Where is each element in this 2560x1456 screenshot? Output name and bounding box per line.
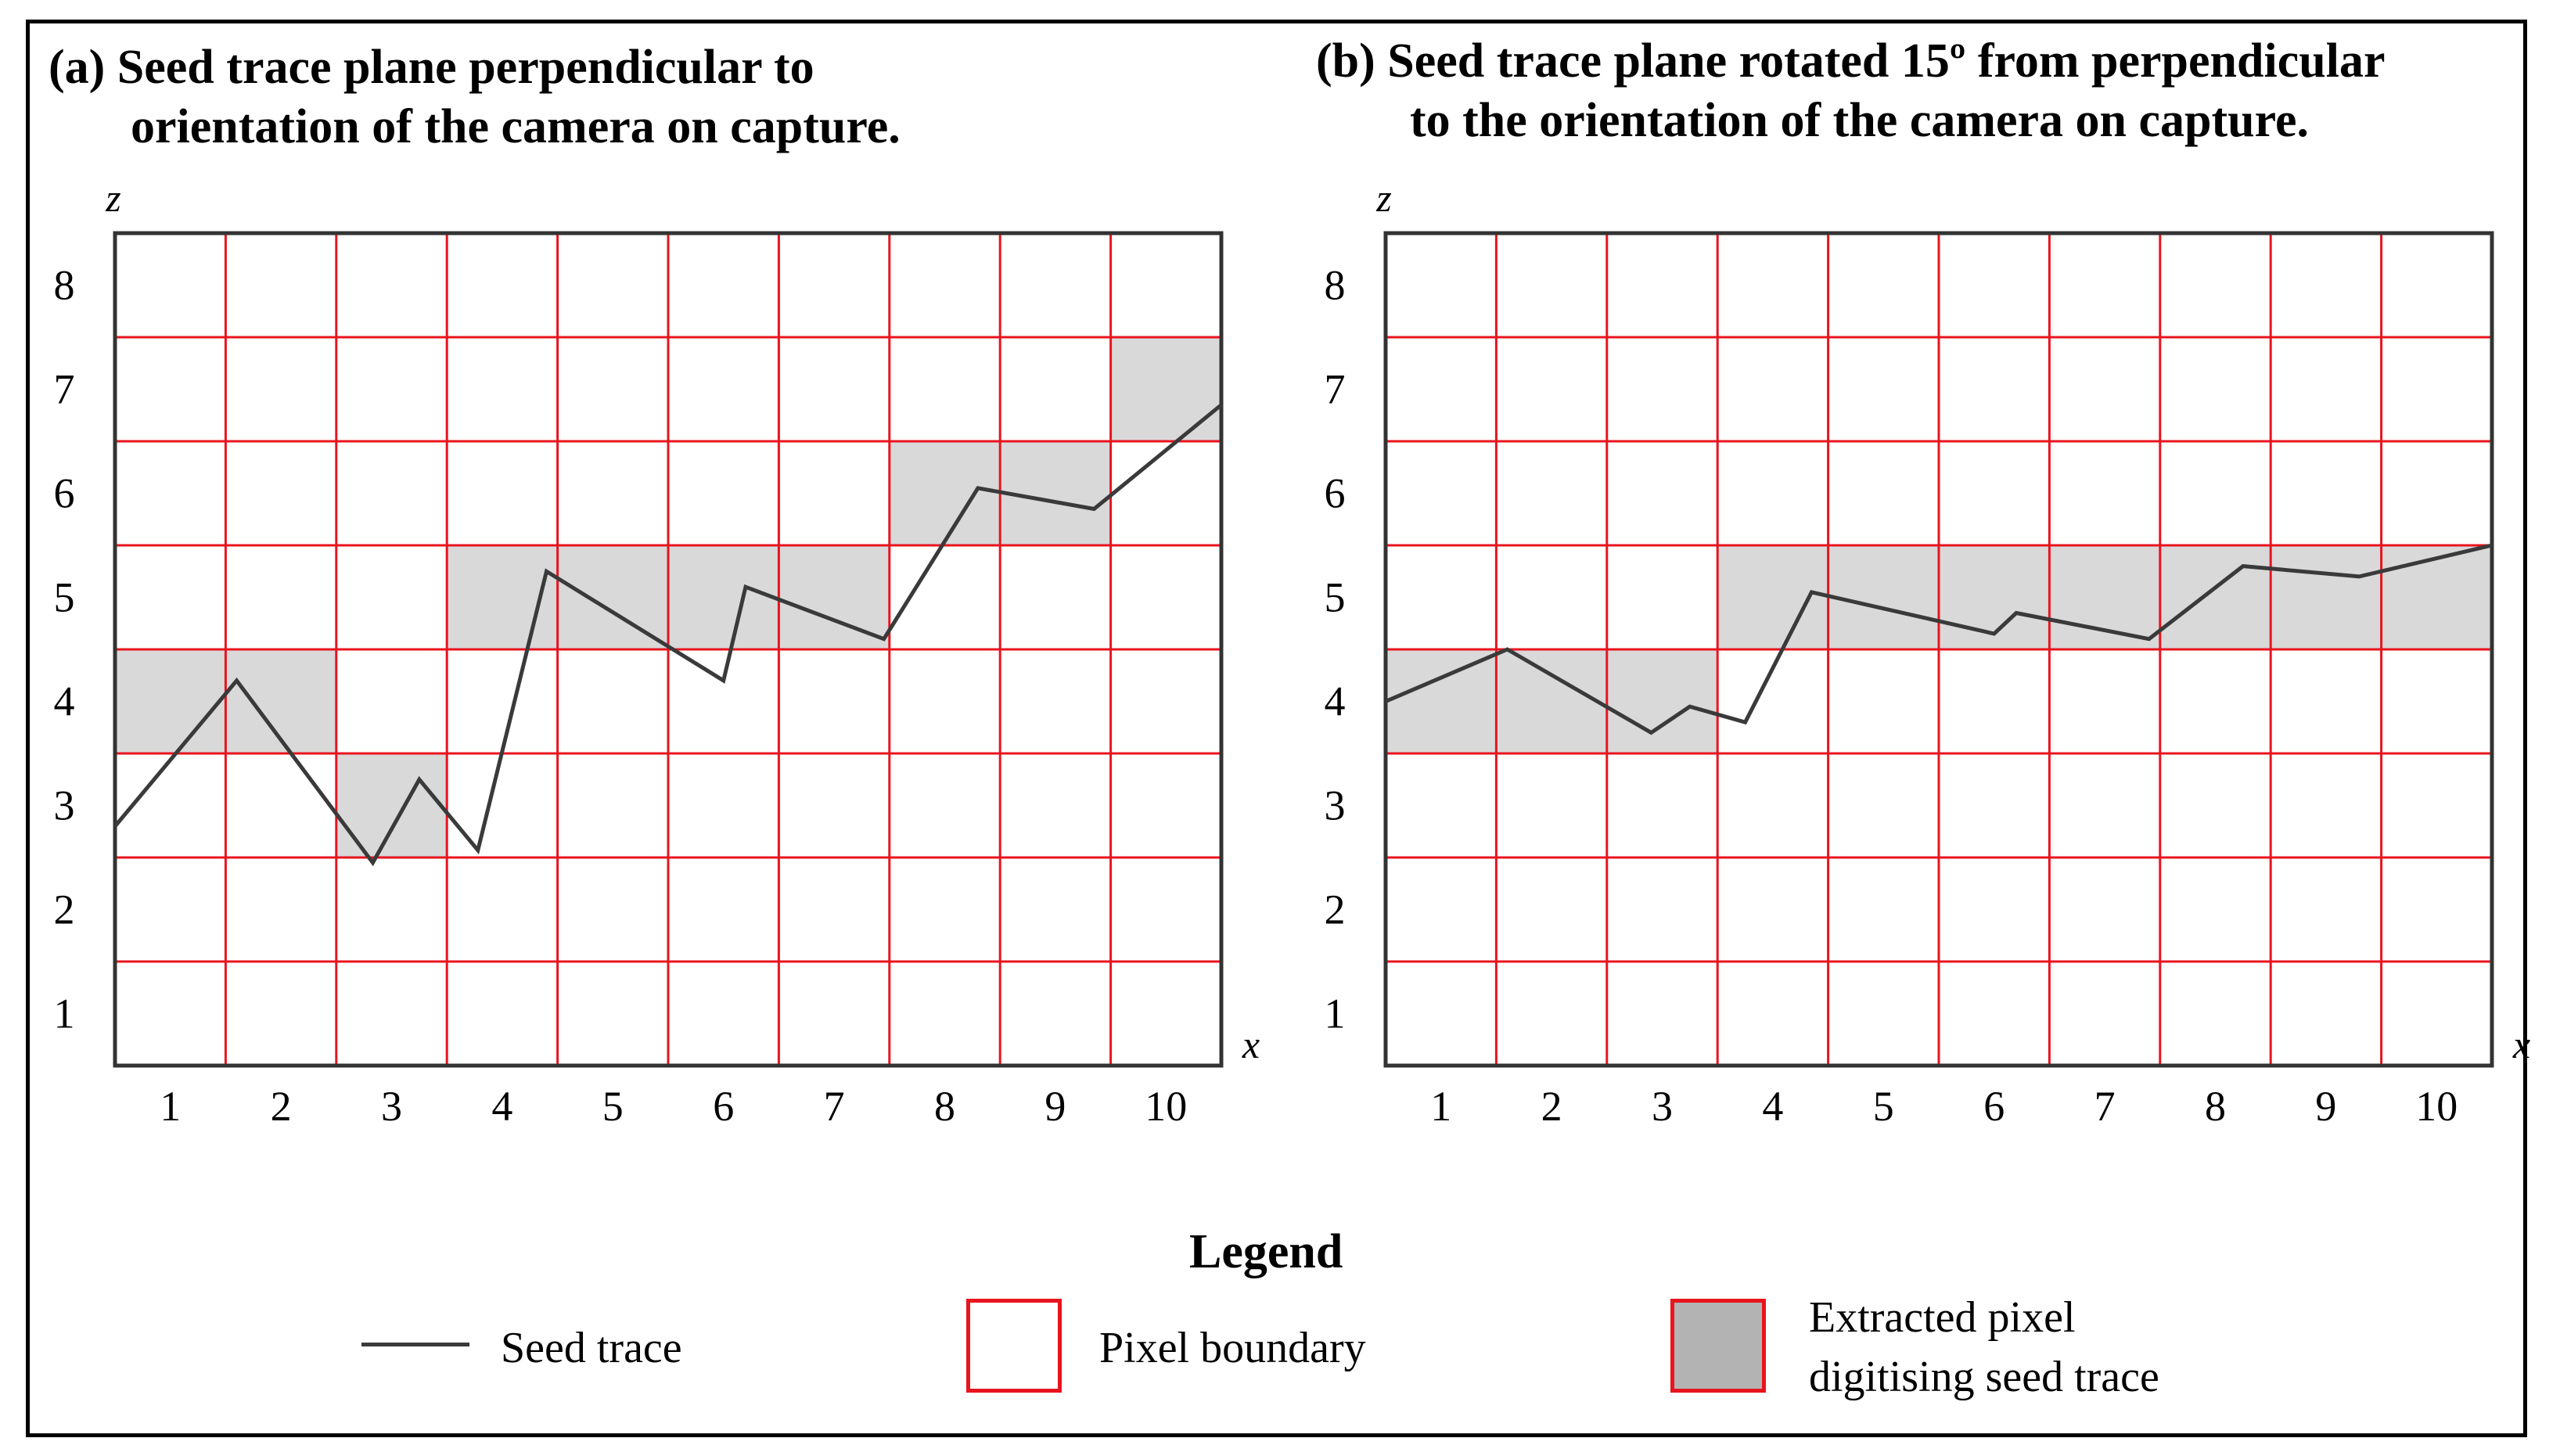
panel-a-title: (a) Seed trace plane perpendicular to or… xyxy=(49,38,901,156)
panel-b-title-line2: to the orientation of the camera on capt… xyxy=(1410,94,2310,147)
extracted-pixel xyxy=(1110,337,1221,441)
seed-trace-line xyxy=(1385,543,2493,735)
extracted-pixel xyxy=(668,545,779,649)
x-tick-label: 7 xyxy=(824,1083,845,1130)
extracted-pixel xyxy=(2381,545,2492,649)
legend-extracted-line2: digitising seed trace xyxy=(1809,1353,2159,1401)
x-tick-label: 4 xyxy=(491,1083,512,1130)
legend-seed-trace-swatch xyxy=(361,1343,469,1346)
z-tick-label: 3 xyxy=(54,782,75,829)
extracted-pixel xyxy=(889,441,1001,545)
extracted-pixel xyxy=(2159,545,2271,649)
x-tick-label: 1 xyxy=(160,1083,181,1130)
x-tick-label: 9 xyxy=(1044,1083,1066,1130)
panel-b-title: (b) Seed trace plane rotated 15º from pe… xyxy=(1316,31,2385,150)
z-tick-label: 8 xyxy=(54,262,75,309)
legend-pixel-boundary-swatch xyxy=(966,1299,1062,1393)
z-tick-label: 2 xyxy=(54,886,75,933)
x-tick-label: 9 xyxy=(2315,1083,2336,1130)
x-tick-label: 8 xyxy=(934,1083,955,1130)
extracted-pixel xyxy=(225,649,336,753)
figure-frame xyxy=(26,20,2527,1437)
extracted-pixel xyxy=(2049,545,2160,649)
z-tick-label: 4 xyxy=(1325,678,1346,725)
extracted-pixel xyxy=(1828,545,1939,649)
x-tick-label: 2 xyxy=(271,1083,292,1130)
plot-panel-b: 1 2 3 4 5 6 7 8 9 10 1 2 3 4 5 6 7 8 x z xyxy=(1325,176,2531,1130)
legend-extracted-line1: Extracted pixel xyxy=(1809,1293,2076,1342)
extracted-pixel xyxy=(1496,649,1607,753)
panel-a-title-line1: (a) Seed trace plane perpendicular to xyxy=(49,41,814,94)
legend-title: Legend xyxy=(1189,1225,1343,1278)
x-tick-label: 5 xyxy=(1873,1083,1894,1130)
x-tick-label: 3 xyxy=(1652,1083,1673,1130)
z-tick-label: 7 xyxy=(54,366,75,413)
panel-b-title-line1: (b) Seed trace plane rotated 15º from pe… xyxy=(1316,34,2386,88)
extracted-pixel xyxy=(1000,441,1111,545)
x-tick-label: 6 xyxy=(713,1083,734,1130)
legend-seed-trace-label: Seed trace xyxy=(501,1324,682,1372)
extracted-pixel xyxy=(115,649,226,753)
z-tick-label: 6 xyxy=(1325,470,1346,517)
x-axis-label: x xyxy=(2512,1023,2530,1066)
x-tick-label: 2 xyxy=(1541,1083,1562,1130)
z-tick-label: 3 xyxy=(1325,782,1346,829)
z-tick-label: 7 xyxy=(1325,366,1346,413)
extracted-pixel xyxy=(1606,649,1718,753)
z-axis-label: z xyxy=(105,176,120,220)
x-tick-label: 6 xyxy=(1983,1083,2004,1130)
extracted-pixel xyxy=(1717,545,1828,649)
seed-trace-line xyxy=(113,403,1223,867)
z-tick-label: 8 xyxy=(1325,262,1346,309)
plot-area-border xyxy=(113,231,1224,1068)
z-tick-label: 4 xyxy=(54,678,75,725)
z-tick-label: 5 xyxy=(54,574,75,621)
extracted-pixel xyxy=(557,545,668,649)
extracted-pixel xyxy=(336,753,448,857)
z-tick-label: 6 xyxy=(54,470,75,517)
plot-area-border xyxy=(1383,231,2494,1068)
x-tick-label: 4 xyxy=(1762,1083,1783,1130)
z-tick-label: 5 xyxy=(1325,574,1346,621)
legend-extracted-pixel-swatch xyxy=(1670,1299,1766,1393)
z-tick-label: 2 xyxy=(1325,886,1346,933)
plot-panel-a: 1 2 3 4 5 6 7 8 9 10 1 2 3 4 5 6 7 8 x z xyxy=(54,176,1260,1130)
legend-pixel-boundary-label: Pixel boundary xyxy=(1099,1324,1366,1372)
x-tick-label: 10 xyxy=(1145,1083,1187,1130)
x-tick-label: 3 xyxy=(381,1083,402,1130)
z-tick-label: 1 xyxy=(54,990,75,1037)
legend-extracted-pixel-label: Extracted pixel digitising seed trace xyxy=(1809,1288,2159,1407)
extracted-pixel xyxy=(2271,545,2382,649)
x-tick-label: 7 xyxy=(2094,1083,2116,1130)
x-tick-label: 8 xyxy=(2205,1083,2226,1130)
x-tick-label: 5 xyxy=(602,1083,624,1130)
z-tick-label: 1 xyxy=(1325,990,1346,1037)
extracted-pixel xyxy=(1386,649,1497,753)
x-axis-label: x xyxy=(1242,1023,1260,1066)
x-tick-label: 10 xyxy=(2415,1083,2458,1130)
panel-a-title-line2: orientation of the camera on capture. xyxy=(131,100,901,153)
z-axis-label: z xyxy=(1375,176,1391,220)
x-tick-label: 1 xyxy=(1430,1083,1451,1130)
